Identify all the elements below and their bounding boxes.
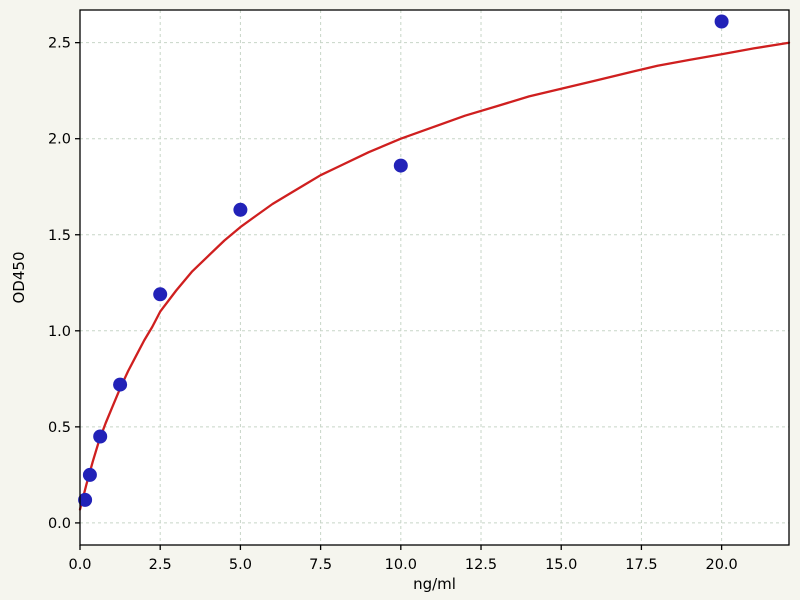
data-point [233, 202, 248, 217]
x-tick-label: 15.0 [545, 557, 577, 573]
y-tick-label: 1.5 [48, 228, 71, 244]
plot-background [80, 10, 789, 545]
data-point [393, 158, 408, 173]
x-tick-label: 10.0 [385, 557, 417, 573]
y-axis-label: OD450 [10, 252, 28, 304]
x-tick-label: 0.0 [68, 557, 91, 573]
data-point [113, 377, 128, 392]
y-tick-label: 0.0 [48, 516, 71, 532]
x-tick-label: 17.5 [625, 557, 657, 573]
x-tick-label: 12.5 [465, 557, 497, 573]
y-tick-label: 2.0 [48, 132, 71, 148]
data-point [714, 14, 729, 29]
data-point [78, 492, 93, 507]
y-tick-label: 2.5 [48, 36, 71, 52]
y-tick-label: 1.0 [48, 324, 71, 340]
data-point [82, 467, 97, 482]
x-axis-label: ng/ml [413, 575, 456, 593]
x-tick-label: 5.0 [229, 557, 252, 573]
data-point [93, 429, 108, 444]
plot-border [79, 9, 790, 546]
x-tick-label: 20.0 [705, 557, 737, 573]
y-tick-label: 0.5 [48, 420, 71, 436]
x-tick-label: 2.5 [149, 557, 172, 573]
x-tick-label: 7.5 [309, 557, 332, 573]
data-point [153, 287, 168, 302]
